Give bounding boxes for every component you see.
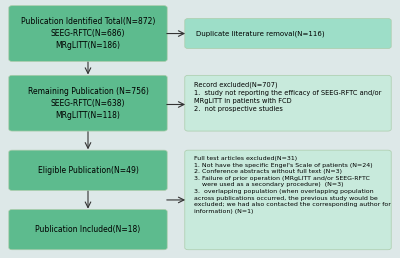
Text: Publication Identified Total(N=872)
SEEG-RFTC(N=686)
MRgLITT(N=186): Publication Identified Total(N=872) SEEG… — [21, 17, 155, 50]
FancyBboxPatch shape — [185, 150, 391, 250]
FancyBboxPatch shape — [9, 75, 167, 131]
Text: Full test articles excluded(N=31)
1. Not have the specific Engel's Scale of pati: Full test articles excluded(N=31) 1. Not… — [194, 156, 391, 214]
Text: Eligible Publication(N=49): Eligible Publication(N=49) — [38, 166, 138, 175]
FancyBboxPatch shape — [9, 209, 167, 250]
Text: Duplicate literature removal(N=116): Duplicate literature removal(N=116) — [196, 30, 325, 37]
Text: Record excluded(N=707)
1.  study not reporting the efficacy of SEEG-RFTC and/or
: Record excluded(N=707) 1. study not repo… — [194, 81, 381, 112]
Text: Publication Included(N=18): Publication Included(N=18) — [35, 225, 141, 234]
FancyBboxPatch shape — [185, 19, 391, 49]
FancyBboxPatch shape — [9, 6, 167, 61]
FancyBboxPatch shape — [9, 150, 167, 190]
Text: Remaining Publication (N=756)
SEEG-RFTC(N=638)
MRgLITT(N=118): Remaining Publication (N=756) SEEG-RFTC(… — [28, 87, 148, 119]
FancyBboxPatch shape — [185, 75, 391, 131]
